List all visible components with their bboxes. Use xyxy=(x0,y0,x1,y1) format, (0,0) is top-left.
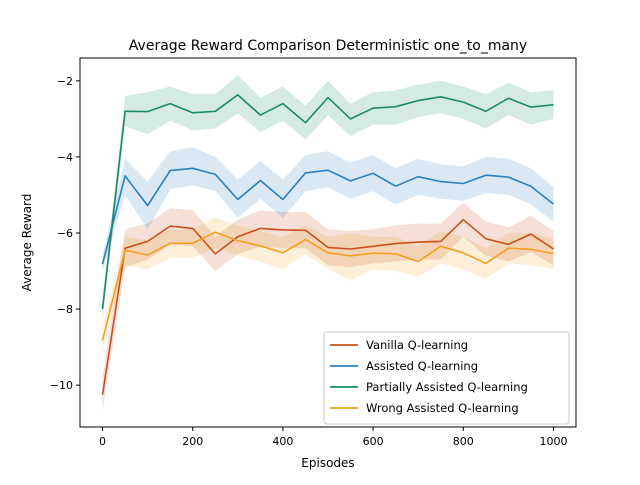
series-line-partially-assisted-q-learning xyxy=(101,94,554,310)
series-lines xyxy=(101,94,554,395)
y-tick-label: −2 xyxy=(57,75,73,88)
x-axis-label: Episodes xyxy=(301,456,354,470)
band-wrong-assisted-q-learning xyxy=(102,217,554,351)
x-tick-label: 800 xyxy=(453,435,474,448)
confidence-bands xyxy=(102,75,554,412)
legend-box xyxy=(323,331,570,425)
y-axis: −10 −8 −6 −4 −2 xyxy=(50,75,80,392)
legend-label-vanilla-q-learning: Vanilla Q-learning xyxy=(366,338,468,352)
y-tick-label: −10 xyxy=(50,379,73,392)
legend: Vanilla Q-learning Assisted Q-learning Par… xyxy=(323,331,570,425)
x-tick-label: 200 xyxy=(182,435,203,448)
x-tick-label: 1000 xyxy=(539,435,567,448)
band-vanilla-q-learning xyxy=(102,202,554,412)
y-tick-label: −6 xyxy=(57,227,73,240)
chart-title: Average Reward Comparison Deterministic … xyxy=(129,38,527,54)
band-partially-assisted-q-learning xyxy=(102,75,554,321)
x-tick-label: 400 xyxy=(272,435,293,448)
legend-label-wrong-assisted-q-learning: Wrong Assisted Q-learning xyxy=(366,401,519,415)
x-tick-label: 0 xyxy=(99,435,106,448)
series-line-assisted-q-learning xyxy=(101,167,554,265)
y-axis-label: Average Reward xyxy=(20,194,34,292)
series-line-wrong-assisted-q-learning xyxy=(101,231,554,341)
plot-frame xyxy=(79,57,577,428)
band-assisted-q-learning xyxy=(102,147,554,271)
x-tick-label: 600 xyxy=(363,435,384,448)
y-tick-label: −8 xyxy=(57,303,73,316)
legend-label-partially-assisted-q-learning: Partially Assisted Q-learning xyxy=(366,380,528,394)
y-tick-label: −4 xyxy=(57,151,73,164)
series-line-vanilla-q-learning xyxy=(101,218,554,395)
x-axis: 0 200 400 600 800 1000 xyxy=(99,427,567,448)
legend-label-assisted-q-learning: Assisted Q-learning xyxy=(366,359,478,373)
